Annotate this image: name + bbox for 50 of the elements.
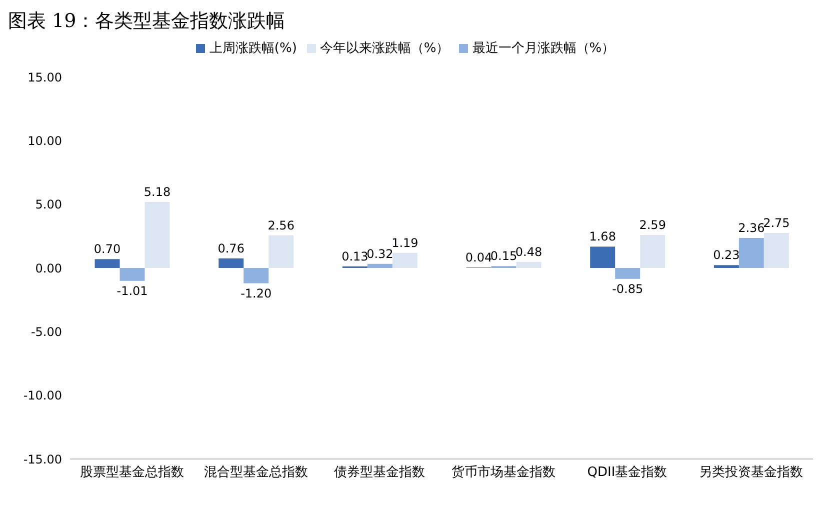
data-label: 2.56: [268, 218, 294, 232]
data-label: 2.75: [763, 216, 790, 230]
bar: [738, 238, 764, 268]
x-tick-label: QDII基金指数: [587, 465, 668, 480]
data-label: -1.01: [116, 284, 148, 298]
bar: [714, 265, 739, 268]
bar: [218, 258, 244, 268]
data-label: 0.76: [218, 241, 244, 256]
bar: [590, 246, 616, 268]
data-label: 5.18: [144, 185, 171, 200]
bar: [244, 268, 269, 284]
bar: [392, 252, 418, 268]
data-label: 0.23: [713, 248, 740, 262]
bar: [94, 259, 120, 268]
y-tick-label: -15.00: [23, 452, 62, 466]
data-label: 0.70: [94, 242, 121, 256]
y-tick-label: 0.00: [35, 261, 62, 276]
y-tick-label: 10.00: [28, 134, 62, 148]
legend-label: 今年以来涨跌幅（%）: [320, 41, 450, 56]
x-tick-label: 股票型基金总指数: [80, 465, 184, 480]
bar: [120, 268, 145, 281]
x-tick-label: 另类投资基金指数: [699, 465, 804, 480]
x-tick-label: 债券型基金指数: [334, 465, 426, 480]
bar: [367, 264, 392, 268]
bar: [615, 268, 640, 279]
data-label: 2.59: [639, 218, 666, 232]
y-tick-label: -5.00: [30, 324, 62, 339]
data-label: 0.04: [465, 250, 492, 264]
data-label: 1.19: [392, 236, 418, 250]
legend-label: 最近一个月涨跌幅（%）: [472, 41, 615, 56]
data-label: 0.48: [515, 244, 542, 259]
legend-label: 上周涨跌幅(%): [209, 41, 297, 56]
chart-title: 图表 19：各类型基金指数涨跌幅: [8, 9, 286, 34]
bar: [144, 202, 170, 268]
data-label: -1.20: [240, 286, 272, 300]
y-tick-label: 15.00: [28, 70, 62, 84]
data-label: 1.68: [589, 230, 616, 244]
bar: [516, 262, 542, 268]
x-tick-label: 混合型基金总指数: [204, 465, 308, 480]
y-tick-label: 5.00: [35, 198, 62, 212]
bar: [640, 235, 666, 268]
bar: [764, 232, 789, 268]
data-label: 2.36: [738, 220, 765, 235]
data-label: -0.85: [612, 282, 644, 296]
x-tick-label: 货币市场基金指数: [451, 465, 556, 480]
data-label: 0.32: [366, 246, 394, 261]
data-label: 0.15: [490, 249, 518, 264]
bar: [268, 235, 294, 268]
y-tick-label: -10.00: [23, 388, 62, 403]
data-label: 0.13: [342, 249, 368, 264]
